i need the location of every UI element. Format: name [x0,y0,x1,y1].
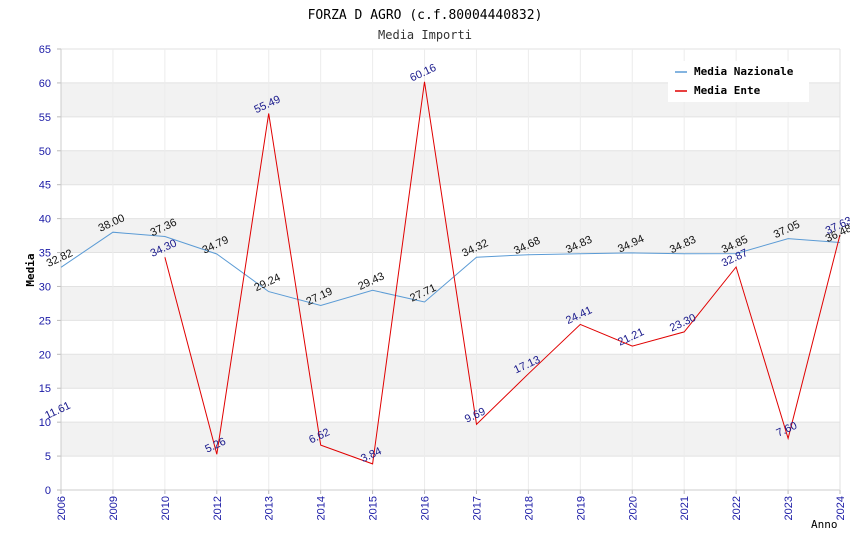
grid-bands [61,49,840,490]
x-tick-label: 2009 [108,496,120,520]
y-tick-label: 55 [39,112,51,124]
x-tick-label: 2006 [56,496,68,520]
y-tick-label: 60 [39,78,51,90]
x-axis-title: Anno [811,518,838,531]
y-tick-label: 30 [39,281,51,293]
grid-band [61,422,840,457]
x-tick-label: 2017 [471,496,483,520]
y-tick-label: 10 [39,417,51,429]
x-tick-label: 2020 [627,496,639,520]
y-tick-label: 20 [39,349,51,361]
grid-band [61,354,840,389]
series-line-media-ente [164,81,841,465]
grid-band [61,116,840,151]
y-tick-label: 40 [39,214,51,226]
legend: Media Nazionale Media Ente [668,61,809,102]
legend-label-media-ente: Media Ente [694,84,761,97]
grid-band [61,150,840,185]
grid-band [61,456,840,490]
x-tick-label: 2014 [316,496,328,520]
axes [57,48,841,494]
grid-band [61,320,840,355]
x-tick-label: 2022 [731,496,743,520]
x-tick-label: 2013 [264,496,276,520]
x-tick-label: 2019 [575,496,587,520]
x-tick-label: 2016 [420,496,432,520]
x-axis-ticks: 2006 2009 2010 2012 2013 2014 2015 2016 2017 2018… [56,496,847,520]
grid-band [61,286,840,321]
x-tick-label: 2024 [835,496,847,520]
grid-band [61,388,840,423]
y-tick-label: 35 [39,248,51,260]
legend-box [668,61,809,102]
x-tick-label: 2012 [212,496,224,520]
y-tick-label: 0 [45,485,51,497]
grid-band [61,218,840,253]
series-lines [60,81,841,465]
grid-band [61,184,840,219]
x-tick-label: 2023 [783,496,795,520]
y-tick-label: 5 [45,451,51,463]
y-tick-label: 15 [39,383,51,395]
chart-subtitle: Media Importi [378,28,472,42]
y-axis-ticks: 0 5 10 15 20 25 30 35 40 45 50 55 60 65 [39,44,51,497]
y-axis-title: Media [24,253,37,286]
y-tick-label: 45 [39,180,51,192]
x-tick-label: 2021 [679,496,691,520]
x-tick-label: 2015 [368,496,380,520]
chart-title: FORZA D AGRO (c.f.80004440832) [308,8,543,23]
x-tick-label: 2018 [523,496,535,520]
y-tick-label: 25 [39,315,51,327]
y-tick-label: 65 [39,44,51,56]
x-tick-label: 2010 [160,496,172,520]
grid-band [61,252,840,287]
y-tick-label: 50 [39,146,51,158]
legend-label-media-nazionale: Media Nazionale [694,65,794,78]
series-line-media-nazionale [60,231,841,307]
